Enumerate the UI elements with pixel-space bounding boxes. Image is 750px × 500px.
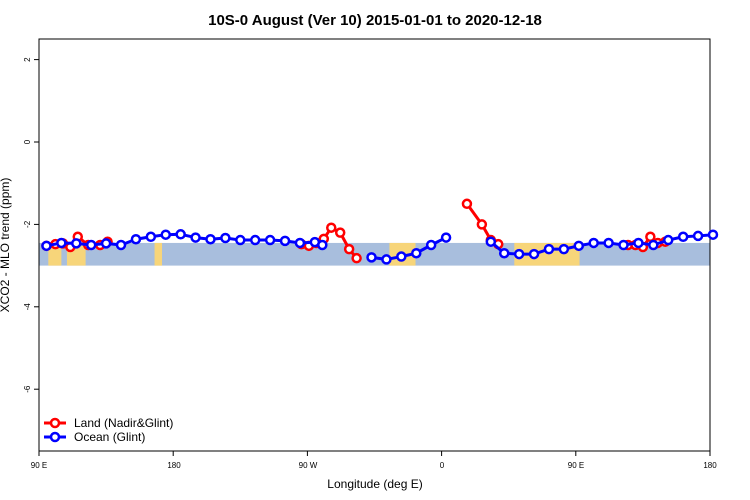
- data-point: [294, 237, 306, 249]
- data-point: [645, 231, 656, 243]
- data-point: [425, 239, 437, 251]
- y-tick-label: -6: [23, 385, 32, 393]
- legend-ocean-marker: [49, 431, 61, 443]
- data-point: [334, 227, 346, 238]
- data-point: [381, 254, 392, 265]
- data-point: [528, 248, 540, 260]
- y-tick-label: 0: [23, 139, 32, 144]
- data-point: [100, 238, 112, 249]
- series-group: [41, 198, 719, 265]
- data-point: [249, 234, 261, 246]
- data-point: [662, 234, 674, 246]
- data-point: [366, 252, 377, 263]
- y-tick-marks: [34, 59, 39, 390]
- data-point: [476, 219, 488, 230]
- data-point: [115, 239, 127, 251]
- data-point: [71, 238, 82, 249]
- data-point: [633, 237, 644, 249]
- chart-title: 10S-0 August (Ver 10) 2015-01-01 to 2020…: [208, 12, 542, 29]
- y-tick-labels: 2 0 -2 -4 -6: [23, 57, 32, 393]
- y-tick-label: -2: [23, 220, 32, 228]
- data-point: [317, 239, 328, 251]
- y-tick-label: 2: [23, 57, 32, 62]
- data-point: [343, 243, 355, 255]
- data-point: [279, 235, 291, 247]
- land-band-segment: [154, 242, 163, 266]
- legend-land-marker: [49, 417, 61, 429]
- series-ocean: [41, 229, 719, 265]
- data-point: [235, 234, 246, 246]
- data-point: [648, 239, 659, 251]
- data-point: [707, 229, 719, 240]
- series-line: [489, 233, 714, 256]
- y-tick-label: -4: [23, 303, 32, 311]
- data-point: [160, 229, 171, 240]
- data-point: [573, 240, 585, 252]
- data-point: [692, 230, 704, 242]
- data-point: [190, 232, 201, 243]
- data-point: [588, 237, 599, 249]
- data-point: [558, 243, 570, 255]
- data-point: [498, 247, 510, 259]
- x-tick-marks: [38, 451, 711, 456]
- data-point: [461, 198, 473, 210]
- legend-land-label: Land (Nadir&Glint): [74, 416, 173, 430]
- plot-area: [38, 38, 719, 452]
- y-axis-label: XCO2 - MLO trend (ppm): [0, 178, 12, 313]
- x-tick-label: 0: [440, 461, 445, 470]
- data-point: [264, 234, 276, 246]
- data-point: [440, 232, 452, 243]
- x-tick-label: 180: [167, 461, 181, 470]
- data-point: [603, 237, 614, 249]
- legend-ocean-label: Ocean (Glint): [74, 430, 145, 444]
- data-point: [220, 232, 231, 244]
- data-point: [411, 247, 422, 259]
- data-point: [130, 233, 142, 245]
- data-point: [145, 231, 157, 243]
- x-axis: 90 E 180 90 W 0 90 E 180 Longitude (deg …: [31, 450, 717, 491]
- data-point: [513, 248, 525, 260]
- data-point: [485, 236, 497, 247]
- data-point: [175, 229, 186, 240]
- data-point: [205, 233, 216, 245]
- data-point: [618, 239, 629, 251]
- legend: Land (Nadir&Glint) Ocean (Glint): [44, 416, 173, 444]
- data-point: [56, 237, 67, 249]
- data-point: [396, 251, 407, 262]
- data-point: [85, 239, 97, 251]
- x-tick-label: 90 E: [31, 461, 47, 470]
- x-axis-label: Longitude (deg E): [327, 477, 422, 491]
- data-point: [326, 222, 337, 233]
- data-point: [543, 243, 555, 255]
- x-tick-label: 180: [703, 461, 717, 470]
- x-tick-label: 90 E: [568, 461, 584, 470]
- data-point: [677, 231, 689, 243]
- x-tick-label: 90 W: [299, 461, 318, 470]
- data-point: [41, 240, 52, 252]
- data-point: [351, 252, 362, 264]
- y-axis: 2 0 -2 -4 -6 XCO2 - MLO trend (ppm): [0, 39, 40, 451]
